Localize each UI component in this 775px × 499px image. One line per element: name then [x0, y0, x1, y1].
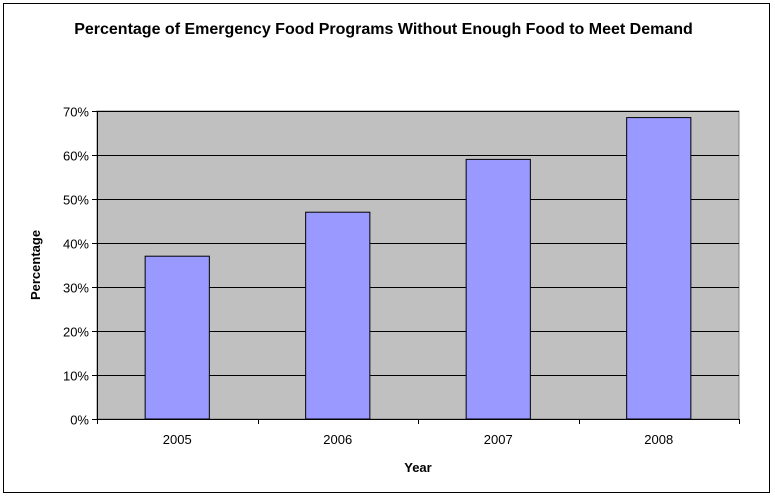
chart-title: Percentage of Emergency Food Programs Wi… [74, 21, 693, 38]
y-tick-label: 0% [70, 413, 89, 428]
y-tick-label: 50% [63, 193, 89, 208]
x-axis-title: Year [404, 460, 431, 475]
y-tick-label: 70% [63, 105, 89, 120]
x-tick-label: 2008 [644, 432, 673, 447]
y-tick-label: 40% [63, 237, 89, 252]
y-tick-label: 60% [63, 149, 89, 164]
bar-2005 [144, 255, 210, 420]
bar-2006 [305, 211, 371, 420]
x-tick-label: 2006 [323, 432, 352, 447]
bar-2007 [465, 158, 531, 420]
bar-2008 [626, 117, 692, 420]
x-tick-label: 2005 [163, 432, 192, 447]
y-axis-title: Percentage [28, 230, 43, 300]
y-tick-label: 30% [63, 281, 89, 296]
y-tick-label: 10% [63, 369, 89, 384]
y-tick-label: 20% [63, 325, 89, 340]
x-tick-label: 2007 [484, 432, 513, 447]
